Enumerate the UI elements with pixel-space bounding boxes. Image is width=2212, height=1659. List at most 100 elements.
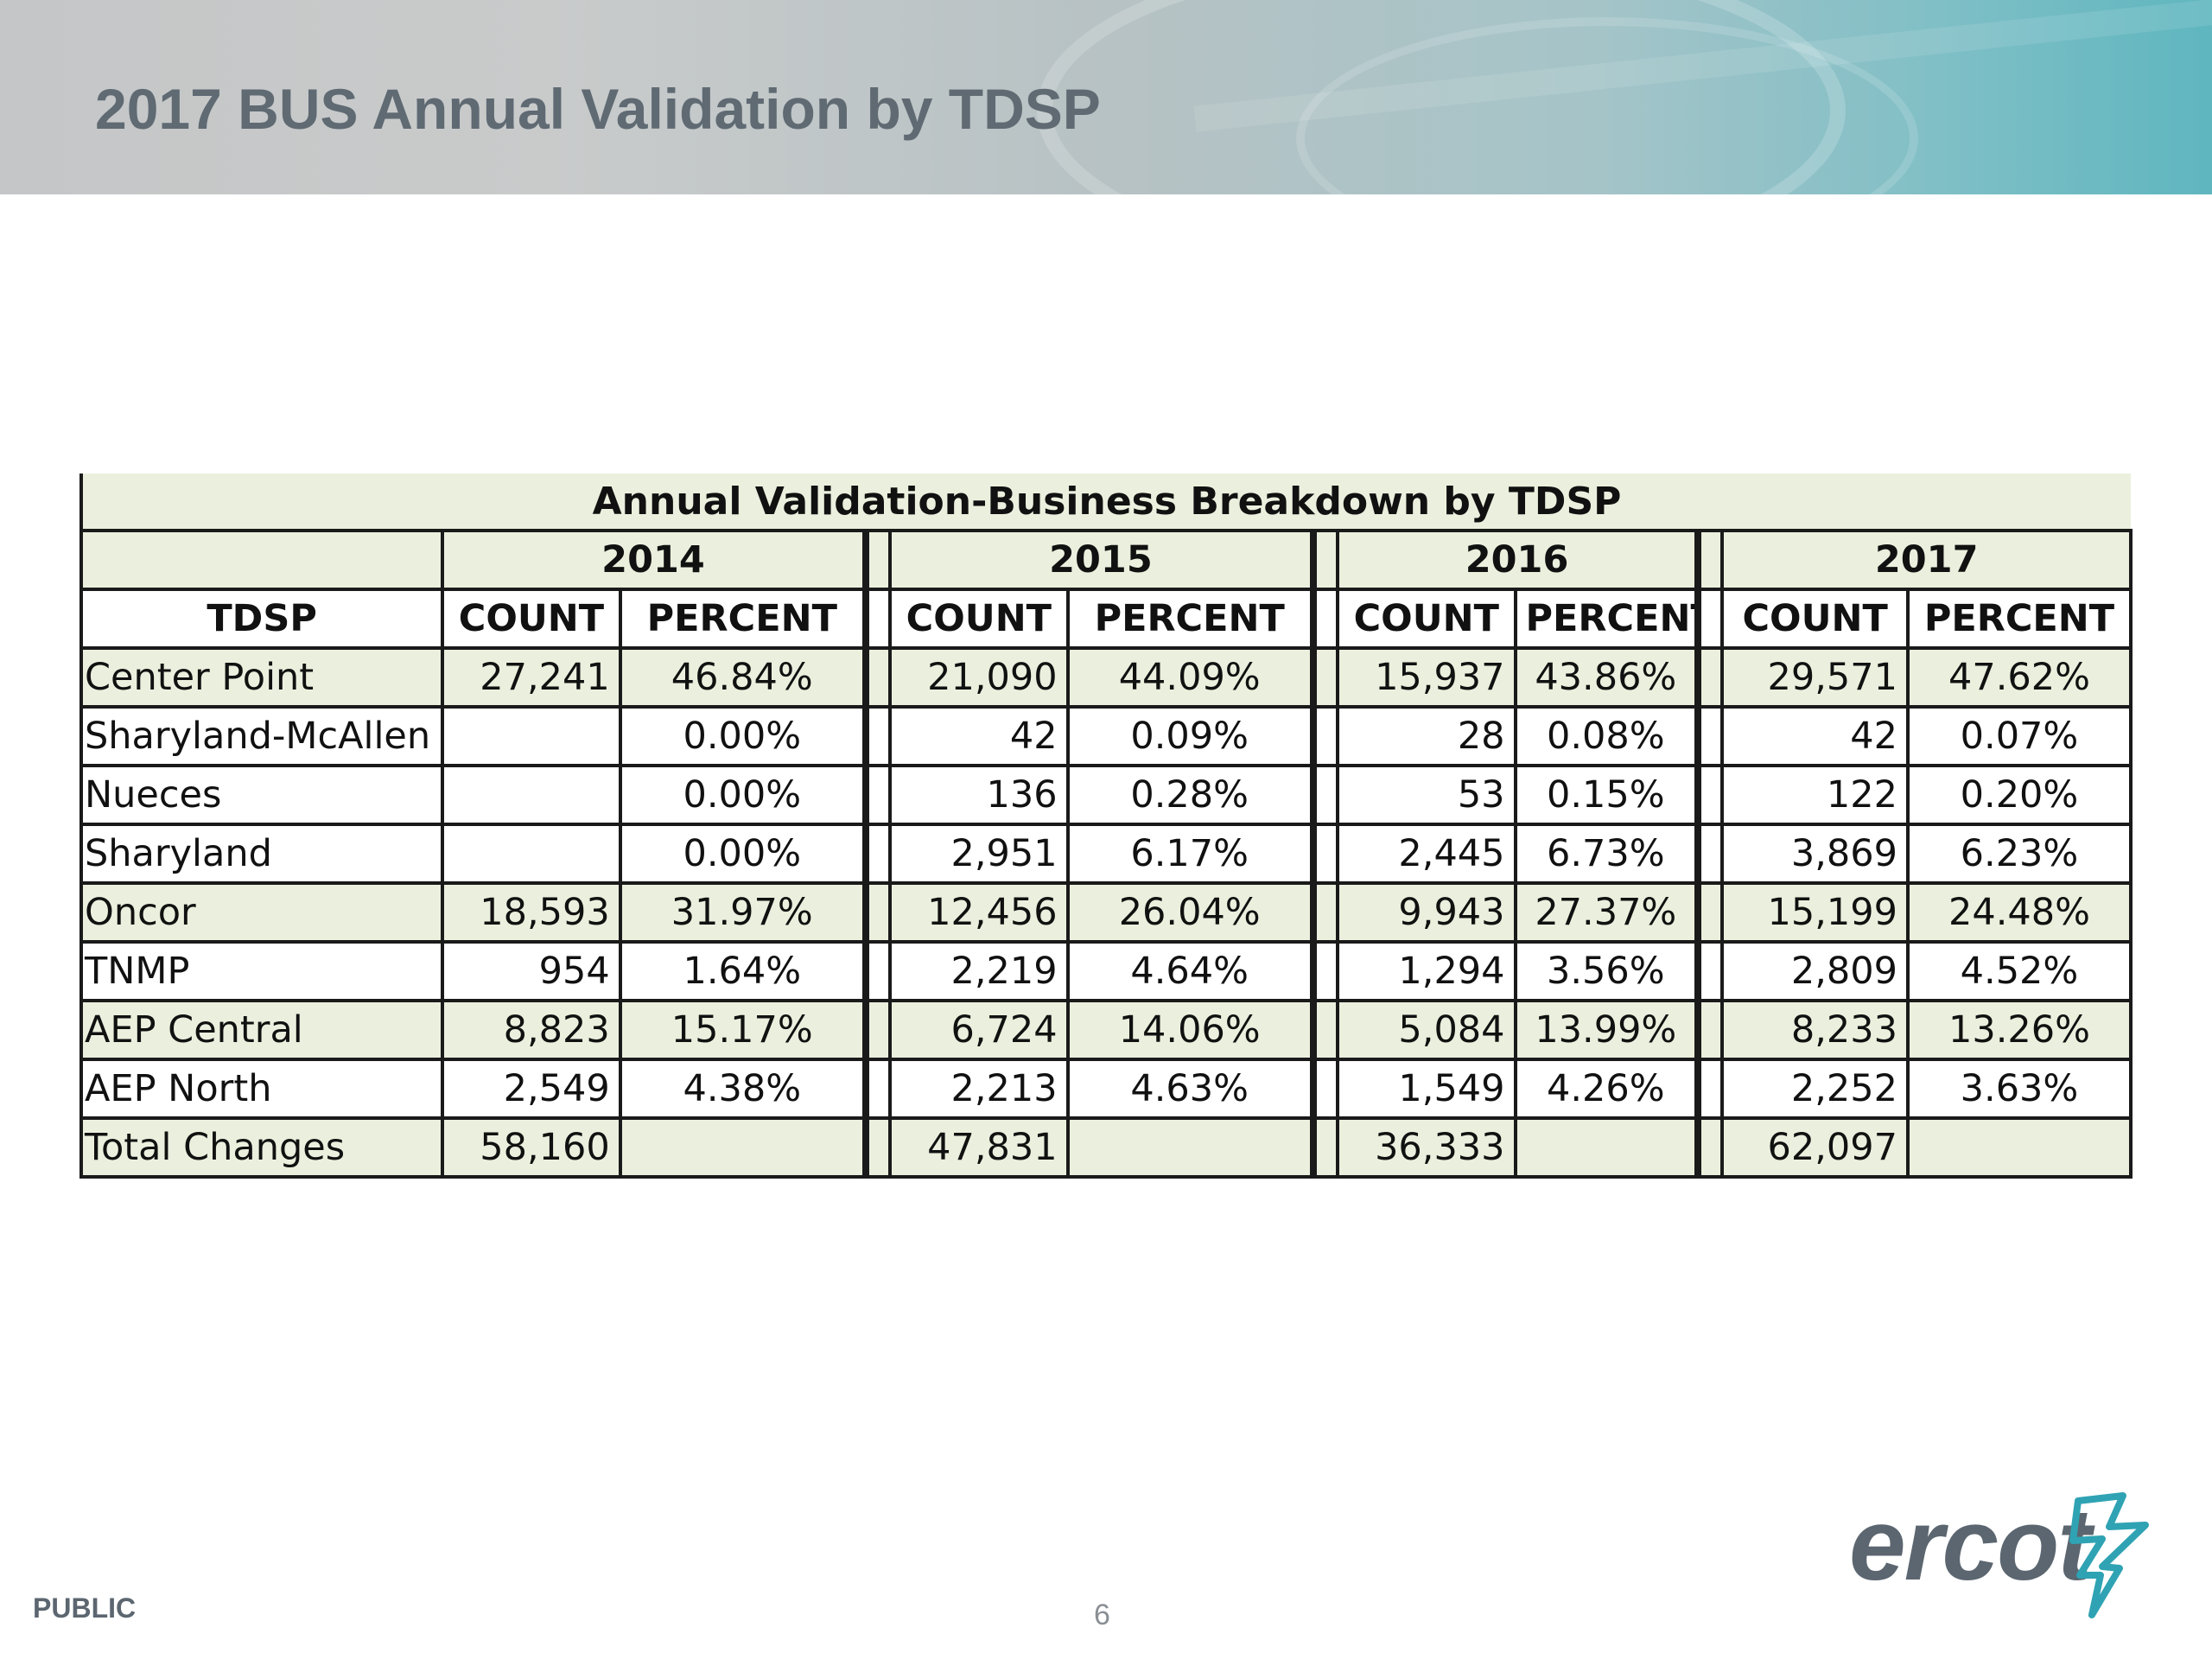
percent-cell: 1.64% <box>618 940 866 1002</box>
tdsp-name-cell: AEP North <box>79 1058 445 1120</box>
table-body: Center Point 27,241 46.84% 21,090 44.09% 15,9… <box>79 646 2133 1179</box>
percent-cell: 13.26% <box>1905 999 2133 1061</box>
table-caption: Annual Validation-Business Breakdown by … <box>79 474 2131 532</box>
percent-cell: 6.73% <box>1513 823 1699 885</box>
table-row: Sharyland-McAllen 0.00% 42 0.09% 28 0.08% 42 0.… <box>79 705 2133 767</box>
count-cell: 8,233 <box>1720 999 1910 1061</box>
count-cell: 28 <box>1335 705 1517 767</box>
column-gap <box>861 588 893 650</box>
table-row: Sharyland 0.00% 2,951 6.17% 2,445 6.73% 3,869 6… <box>79 823 2133 885</box>
tdsp-name-cell: Sharyland <box>79 823 445 885</box>
column-gap <box>861 705 893 767</box>
percent-cell: 0.15% <box>1513 764 1699 826</box>
column-gap <box>861 999 893 1061</box>
count-cell: 1,294 <box>1335 940 1517 1002</box>
percent-cell: 15.17% <box>618 999 866 1061</box>
column-gap <box>1309 823 1339 885</box>
page-number: 6 <box>1094 1599 1110 1631</box>
column-gap <box>861 823 893 885</box>
count-cell: 18,593 <box>441 881 622 944</box>
column-gap <box>1309 529 1339 591</box>
table-row: AEP Central 8,823 15.17% 6,724 14.06% 5,084 13… <box>79 999 2133 1061</box>
percent-cell: 14.06% <box>1065 999 1313 1061</box>
tdsp-name-cell: TNMP <box>79 940 445 1002</box>
percent-cell: 0.28% <box>1065 764 1313 826</box>
year-header-2016: 2016 <box>1335 529 1699 591</box>
column-header-count: COUNT <box>441 588 622 650</box>
count-cell: 136 <box>888 764 1070 826</box>
column-gap <box>1694 646 1725 709</box>
percent-cell: 0.00% <box>618 764 866 826</box>
count-cell: 1,549 <box>1335 1058 1517 1120</box>
count-cell: 2,445 <box>1335 823 1517 885</box>
count-cell: 122 <box>1720 764 1910 826</box>
tdsp-name-cell: AEP Central <box>79 999 445 1061</box>
column-header-percent: PERCENT <box>1513 588 1699 650</box>
count-cell: 27,241 <box>441 646 622 709</box>
percent-cell <box>1065 1116 1313 1179</box>
classification-label: PUBLIC <box>33 1592 137 1624</box>
count-cell: 53 <box>1335 764 1517 826</box>
column-gap <box>861 1116 893 1179</box>
slide-title: 2017 BUS Annual Validation by TDSP <box>95 77 1101 141</box>
tdsp-name-cell: Total Changes <box>79 1116 445 1179</box>
count-cell <box>441 764 622 826</box>
year-header-2017: 2017 <box>1720 529 2133 591</box>
column-header-tdsp: TDSP <box>79 588 445 650</box>
count-cell: 6,724 <box>888 999 1070 1061</box>
column-gap <box>1309 881 1339 944</box>
column-header-percent: PERCENT <box>618 588 866 650</box>
column-gap <box>1694 588 1725 650</box>
percent-cell: 26.04% <box>1065 881 1313 944</box>
column-gap <box>1694 940 1725 1002</box>
percent-cell: 0.09% <box>1065 705 1313 767</box>
column-gap <box>861 529 893 591</box>
logo-wordmark: ercot <box>1849 1488 2092 1602</box>
column-header-count: COUNT <box>1335 588 1517 650</box>
percent-cell: 47.62% <box>1905 646 2133 709</box>
count-cell: 21,090 <box>888 646 1070 709</box>
column-gap <box>1694 823 1725 885</box>
count-cell: 47,831 <box>888 1116 1070 1179</box>
count-cell: 9,943 <box>1335 881 1517 944</box>
percent-cell: 3.63% <box>1905 1058 2133 1120</box>
percent-cell: 0.20% <box>1905 764 2133 826</box>
percent-cell: 0.08% <box>1513 705 1699 767</box>
count-cell: 58,160 <box>441 1116 622 1179</box>
percent-cell: 46.84% <box>618 646 866 709</box>
percent-cell <box>618 1116 866 1179</box>
count-cell: 8,823 <box>441 999 622 1061</box>
column-gap <box>861 940 893 1002</box>
column-gap <box>1694 881 1725 944</box>
count-cell: 15,937 <box>1335 646 1517 709</box>
percent-cell: 4.26% <box>1513 1058 1699 1120</box>
column-header-row: TDSP COUNT PERCENT COUNT PERCENT COUNT P… <box>79 588 2133 650</box>
title-banner <box>0 0 2212 194</box>
column-header-count: COUNT <box>1720 588 1910 650</box>
table-row: Oncor 18,593 31.97% 12,456 26.04% 9,943 27.37%… <box>79 881 2133 944</box>
count-cell: 42 <box>1720 705 1910 767</box>
percent-cell: 0.00% <box>618 823 866 885</box>
count-cell: 3,869 <box>1720 823 1910 885</box>
column-gap <box>861 881 893 944</box>
count-cell: 5,084 <box>1335 999 1517 1061</box>
count-cell: 2,951 <box>888 823 1070 885</box>
column-gap <box>1309 705 1339 767</box>
count-cell: 29,571 <box>1720 646 1910 709</box>
percent-cell: 4.64% <box>1065 940 1313 1002</box>
column-gap <box>1309 764 1339 826</box>
percent-cell: 24.48% <box>1905 881 2133 944</box>
column-gap <box>1694 1058 1725 1120</box>
percent-cell <box>1513 1116 1699 1179</box>
year-header-2015: 2015 <box>888 529 1313 591</box>
count-cell: 954 <box>441 940 622 1002</box>
count-cell: 2,809 <box>1720 940 1910 1002</box>
total-row: Total Changes 58,160 47,831 36,333 62,097 <box>79 1116 2133 1179</box>
count-cell: 12,456 <box>888 881 1070 944</box>
year-header-2014: 2014 <box>441 529 866 591</box>
count-cell: 2,252 <box>1720 1058 1910 1120</box>
percent-cell: 4.52% <box>1905 940 2133 1002</box>
column-header-percent: PERCENT <box>1065 588 1313 650</box>
column-gap <box>1694 764 1725 826</box>
tdsp-name-cell: Nueces <box>79 764 445 826</box>
